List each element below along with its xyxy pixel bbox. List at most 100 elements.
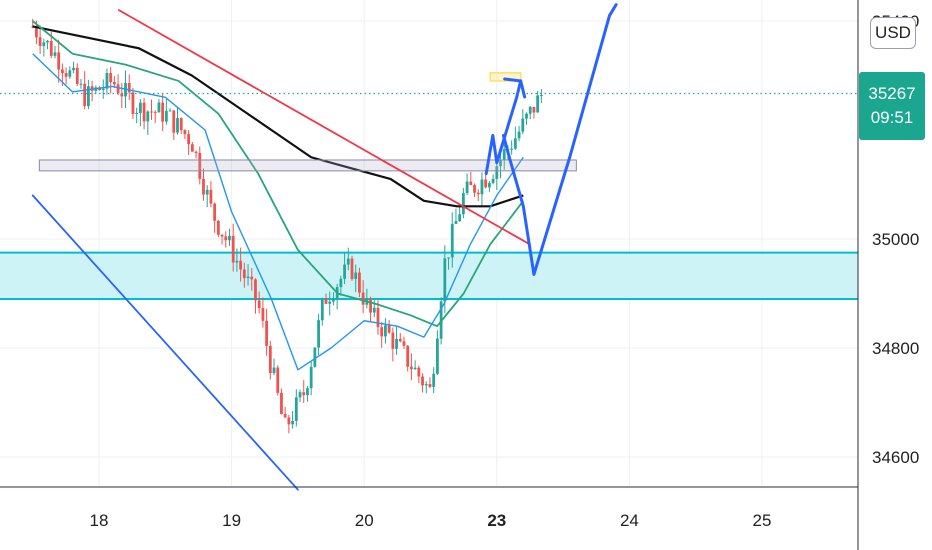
candle-body-35 — [161, 102, 165, 122]
candle-body-73 — [302, 392, 306, 396]
candle-body-5 — [49, 40, 53, 56]
candle-body-100 — [402, 341, 406, 346]
candle-body-50 — [216, 220, 220, 235]
support-zone — [0, 251, 858, 300]
candle-body-21 — [109, 73, 113, 83]
candle-body-117 — [465, 181, 469, 194]
candle-body-58 — [246, 276, 250, 279]
zigzag-arrow-head — [503, 77, 527, 99]
candle-body-84 — [343, 264, 346, 279]
candle-body-64 — [268, 345, 272, 374]
candle-body-2 — [38, 37, 42, 46]
ma-mid-line — [32, 20, 525, 328]
blue-trendline — [31, 194, 299, 491]
candle-body-32 — [150, 111, 153, 113]
candle-body-12 — [75, 67, 79, 84]
candle-body-33 — [153, 111, 157, 113]
candle-body-9 — [64, 73, 68, 77]
yellow-marker-box — [489, 72, 522, 82]
candle-body-104 — [417, 367, 421, 377]
candle-body-63 — [265, 320, 269, 346]
candle-body-80 — [328, 301, 332, 304]
candle-body-111 — [443, 258, 447, 302]
candle-body-59 — [250, 276, 254, 280]
candle-body-124 — [491, 178, 495, 183]
candle-body-48 — [209, 189, 213, 204]
candle-body-120 — [476, 192, 480, 195]
candle-body-53 — [228, 235, 231, 241]
candle-body-60 — [254, 279, 257, 301]
candle-body-126 — [499, 159, 502, 167]
candle-body-14 — [83, 83, 87, 107]
candle-body-40 — [179, 118, 183, 131]
candle-body-51 — [220, 234, 224, 237]
price-tick-1: 35000 — [872, 230, 919, 249]
candle-body-118 — [469, 181, 473, 186]
candle-body-54 — [231, 235, 235, 263]
candle-body-70 — [291, 421, 294, 425]
candle-body-107 — [428, 384, 432, 387]
candle-body-71 — [294, 397, 298, 422]
candle-body-20 — [105, 73, 109, 89]
candle-body-122 — [484, 179, 488, 188]
candle-body-134 — [528, 106, 532, 114]
candle-body-102 — [410, 366, 413, 370]
candle-body-74 — [306, 388, 309, 396]
forecast-path — [501, 3, 618, 276]
candle-body-28 — [135, 113, 139, 115]
candle-body-137 — [539, 94, 543, 96]
candle-body-95 — [384, 325, 387, 337]
price-axis[interactable]: 35400350003480034600 — [857, 0, 919, 550]
candle-body-72 — [298, 392, 302, 398]
candle-body-4 — [46, 40, 49, 43]
time-tick-2: 20 — [355, 511, 374, 530]
candle-body-123 — [487, 182, 491, 188]
candle-body-44 — [194, 151, 198, 153]
ma-slow-line — [32, 25, 524, 208]
candle-body-99 — [398, 338, 402, 342]
candle-body-94 — [380, 327, 384, 337]
small-zigzag — [484, 79, 523, 176]
candle-body-83 — [339, 278, 343, 288]
candle-body-96 — [387, 325, 391, 333]
candle-body-19 — [101, 88, 105, 91]
candle-body-42 — [187, 134, 191, 145]
candle-body-129 — [510, 148, 514, 150]
time-tick-0: 18 — [90, 511, 109, 530]
moving-averages — [32, 20, 525, 371]
red-trendline — [117, 9, 531, 246]
candle-body-76 — [313, 347, 317, 367]
candle-body-132 — [521, 118, 525, 132]
time-axis[interactable]: 18 19 20 23 24 25 — [0, 486, 858, 530]
time-tick-3: 23 — [487, 511, 506, 530]
candle-body-43 — [190, 144, 194, 152]
candle-body-93 — [376, 307, 380, 328]
candle-body-101 — [406, 345, 410, 367]
candle-body-7 — [57, 52, 61, 70]
time-tick-1: 19 — [222, 511, 241, 530]
candle-body-8 — [61, 69, 64, 74]
support-zone-fill — [0, 252, 858, 299]
candle-body-115 — [458, 214, 462, 222]
candle-body-98 — [395, 338, 398, 349]
candle-body-67 — [280, 392, 283, 415]
candle-body-87 — [354, 272, 358, 280]
candle-body-133 — [525, 113, 528, 119]
candle-body-119 — [473, 185, 476, 193]
time-tick-5: 25 — [753, 511, 772, 530]
bar-countdown: 09:51 — [870, 108, 914, 127]
candle-body-88 — [358, 272, 361, 293]
candle-body-89 — [361, 292, 365, 305]
candle-body-114 — [454, 221, 458, 224]
candle-body-22 — [112, 82, 116, 85]
candle-body-36 — [164, 110, 168, 122]
candle-body-45 — [198, 152, 202, 179]
candle-body-62 — [261, 308, 265, 321]
candle-body-37 — [168, 110, 172, 112]
candle-body-39 — [176, 118, 179, 133]
currency-button[interactable]: USD — [870, 17, 916, 49]
candle-body-56 — [239, 260, 243, 270]
candle-body-131 — [517, 131, 521, 139]
candle-body-109 — [435, 338, 439, 374]
